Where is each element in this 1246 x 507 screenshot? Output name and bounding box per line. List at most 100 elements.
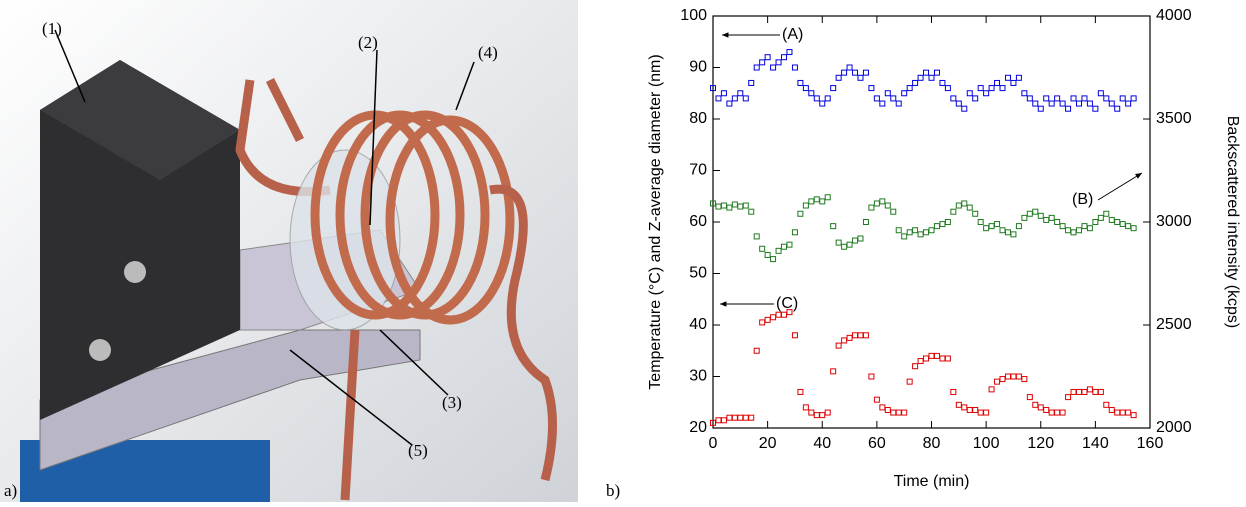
data-point [939, 355, 946, 362]
y-axis-label: Temperature (°C) and Z-average diameter … [647, 54, 664, 389]
data-point [797, 210, 804, 217]
data-point [868, 85, 875, 92]
data-point [1103, 210, 1110, 217]
data-point [1015, 223, 1022, 230]
data-point [901, 233, 908, 240]
data-point [873, 200, 880, 207]
data-point [933, 352, 940, 359]
data-point [720, 90, 727, 97]
data-point [802, 85, 809, 92]
y-tick-label: 40 [689, 316, 707, 333]
data-point [786, 309, 793, 316]
data-point [917, 74, 924, 81]
data-point [961, 200, 968, 207]
data-point [1026, 95, 1033, 102]
data-point [791, 229, 798, 236]
data-point [923, 355, 930, 362]
data-point [1065, 394, 1072, 401]
data-point [961, 105, 968, 112]
data-point [868, 373, 875, 380]
data-point [715, 95, 722, 102]
data-point [950, 208, 957, 215]
data-point [742, 202, 749, 209]
data-point [819, 198, 826, 205]
data-point [928, 352, 935, 359]
data-point [1021, 90, 1028, 97]
data-point [1054, 219, 1061, 225]
data-point [1114, 105, 1121, 112]
data-point [1086, 225, 1093, 232]
data-point [808, 90, 815, 97]
data-point [939, 79, 946, 86]
data-point [1037, 212, 1044, 219]
y-tick-label: 80 [689, 110, 707, 127]
data-point [977, 85, 984, 92]
data-point [890, 208, 897, 215]
data-point [901, 409, 908, 416]
data-point [999, 85, 1006, 92]
data-point [895, 227, 902, 234]
data-point [835, 239, 842, 246]
data-point [1125, 223, 1132, 230]
data-point [852, 332, 859, 339]
data-point [1092, 388, 1099, 395]
data-point [775, 59, 782, 66]
data-point [983, 225, 990, 232]
data-point [955, 100, 962, 107]
data-point [813, 196, 820, 203]
data-point [928, 227, 935, 234]
data-point [764, 251, 771, 258]
data-point [879, 100, 886, 107]
data-point [944, 355, 951, 362]
data-point [781, 243, 788, 250]
data-point [1059, 100, 1066, 107]
data-point [884, 202, 891, 209]
data-point [770, 64, 777, 71]
data-point [994, 378, 1001, 385]
data-point [1015, 74, 1022, 81]
data-point [770, 314, 777, 321]
data-point [748, 79, 755, 86]
data-point [764, 54, 771, 61]
data-point [830, 85, 837, 92]
data-point [955, 202, 962, 209]
part-label: (2) [358, 33, 378, 52]
data-point [1075, 388, 1082, 395]
data-point [988, 223, 995, 230]
data-point [1004, 373, 1011, 380]
data-point [852, 69, 859, 76]
data-point [731, 95, 738, 102]
y-tick-label: 30 [689, 368, 707, 385]
data-point [1043, 406, 1050, 413]
data-point [1004, 74, 1011, 81]
data-point [1103, 95, 1110, 102]
data-point [720, 417, 727, 424]
data-point [715, 203, 722, 210]
data-point [748, 208, 755, 215]
data-point [857, 74, 864, 81]
data-point [715, 417, 722, 424]
y-tick-label: 90 [689, 59, 707, 76]
data-point [988, 85, 995, 92]
data-point [775, 311, 782, 318]
data-point [770, 256, 777, 263]
data-point [1097, 388, 1104, 395]
data-point [944, 85, 951, 92]
data-point [726, 414, 733, 421]
data-point [1108, 100, 1115, 107]
part-label: (1) [42, 19, 62, 38]
y-tick-label: 60 [689, 213, 707, 230]
data-point [846, 334, 853, 341]
data-point [759, 59, 766, 66]
annotation-arrow [1097, 172, 1143, 201]
data-point [1086, 386, 1093, 393]
data-point [835, 74, 842, 81]
data-point [1015, 373, 1022, 380]
x-tick-label: 40 [813, 435, 831, 452]
data-point [791, 64, 798, 71]
data-point [835, 342, 842, 349]
arrow-head [722, 32, 729, 38]
data-point [737, 90, 744, 97]
data-point [781, 311, 788, 318]
data-point [873, 95, 880, 102]
